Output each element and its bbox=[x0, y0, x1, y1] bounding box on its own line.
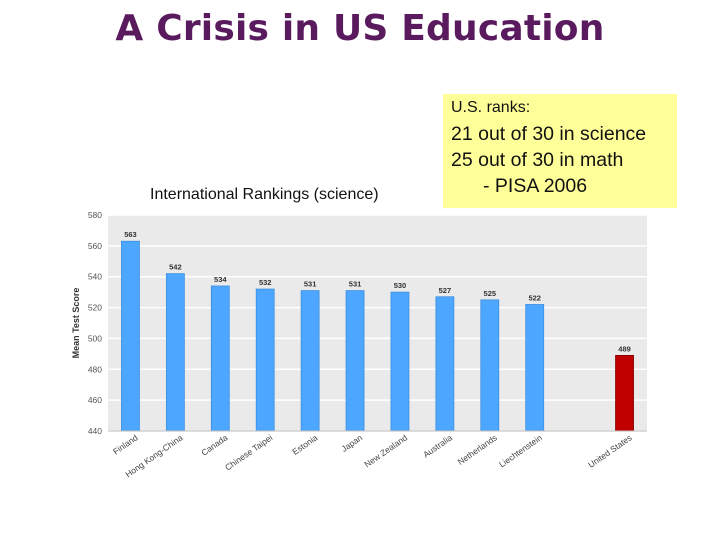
us-ranks-callout: U.S. ranks: 21 out of 30 in science 25 o… bbox=[443, 94, 677, 208]
bar-united-states bbox=[615, 354, 634, 432]
y-tick-label: 500 bbox=[88, 333, 102, 343]
data-label: 542 bbox=[169, 263, 182, 272]
data-label: 530 bbox=[394, 281, 407, 290]
plot-background bbox=[108, 215, 647, 431]
bar-japan bbox=[345, 290, 365, 432]
x-tick-label: Australia bbox=[421, 432, 454, 459]
data-label: 531 bbox=[304, 280, 317, 289]
callout-heading: U.S. ranks: bbox=[451, 99, 531, 116]
page-title: A Crisis in US Education bbox=[115, 8, 605, 49]
data-label: 489 bbox=[618, 344, 631, 353]
x-tick-label: Estonia bbox=[290, 432, 319, 457]
data-label: 525 bbox=[484, 289, 497, 298]
x-tick-label: Finland bbox=[111, 432, 140, 456]
bar-australia bbox=[435, 296, 455, 432]
y-tick-label: 460 bbox=[88, 395, 102, 405]
y-tick-label: 580 bbox=[88, 210, 102, 220]
y-axis-label: Mean Test Score bbox=[71, 288, 81, 359]
x-tick-label: Liechtenstein bbox=[497, 432, 544, 469]
bar-netherlands bbox=[480, 299, 500, 432]
data-label: 534 bbox=[214, 275, 227, 284]
data-label: 531 bbox=[349, 280, 362, 289]
callout-math-rank: 25 out of 30 in math bbox=[451, 149, 624, 171]
y-tick-label: 560 bbox=[88, 241, 102, 251]
data-label: 563 bbox=[124, 230, 137, 239]
x-tick-label: Japan bbox=[339, 432, 364, 454]
y-tick-label: 520 bbox=[88, 303, 102, 313]
x-tick-label: New Zealand bbox=[362, 432, 409, 469]
bar-chinese-taipei bbox=[255, 288, 275, 432]
bar-finland bbox=[121, 240, 140, 432]
chart-subtitle: International Rankings (science) bbox=[150, 186, 379, 203]
bar-estonia bbox=[300, 290, 320, 432]
x-tick-label: Netherlands bbox=[456, 432, 499, 466]
y-tick-label: 540 bbox=[88, 272, 102, 282]
bar-liechtenstein bbox=[525, 304, 545, 432]
bar-new-zealand bbox=[390, 291, 410, 432]
y-tick-label: 480 bbox=[88, 364, 102, 374]
callout-source: - PISA 2006 bbox=[483, 175, 588, 197]
data-label: 522 bbox=[528, 293, 541, 302]
y-tick-label: 440 bbox=[88, 426, 102, 436]
data-label: 527 bbox=[439, 286, 452, 295]
science-rankings-chart: 440 460 480 500 520 540 560 580 Mean Test Score 5… bbox=[71, 210, 647, 479]
bar-canada bbox=[210, 285, 230, 432]
callout-science-rank: 21 out of 30 in science bbox=[451, 123, 647, 145]
x-tick-label: United States bbox=[586, 432, 634, 469]
x-tick-label: Canada bbox=[199, 432, 229, 457]
x-tick-label: Chinese Taipei bbox=[223, 432, 274, 472]
bar-hong-kong-china bbox=[165, 273, 185, 432]
data-label: 532 bbox=[259, 278, 272, 287]
